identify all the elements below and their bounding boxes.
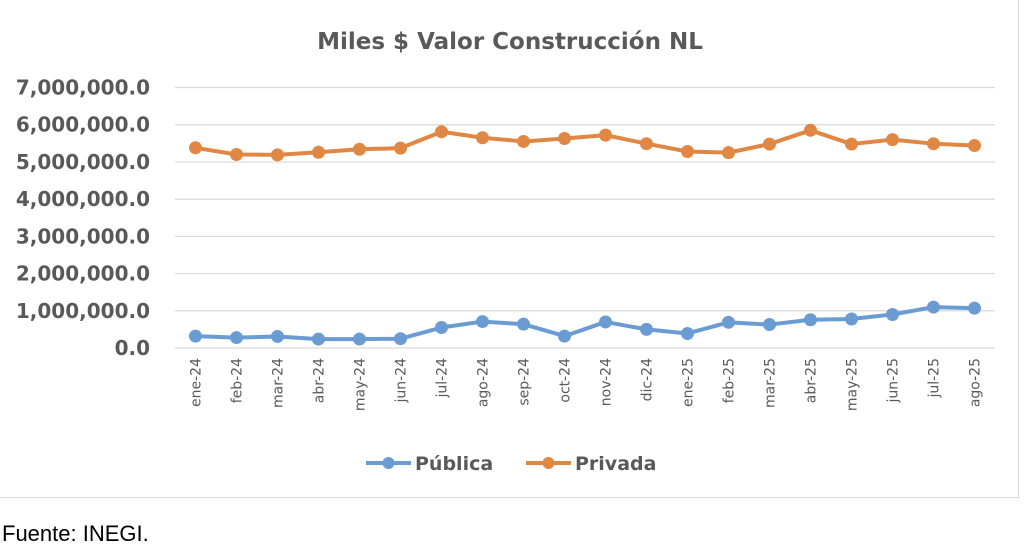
chart-area: Miles $ Valor Construcción NL 0.0 1,000,0… — [0, 0, 1019, 498]
line-chart: Miles $ Valor Construcción NL 0.0 1,000,0… — [16, 29, 995, 475]
data-point-publica[interactable] — [968, 301, 981, 315]
data-point-publica[interactable] — [230, 331, 243, 345]
x-tick-label: jul-25 — [927, 358, 943, 399]
data-point-publica[interactable] — [886, 308, 899, 322]
chart-title: Miles $ Valor Construcción NL — [317, 29, 703, 55]
x-tick-label: ene-25 — [681, 358, 697, 407]
data-point-privada[interactable] — [599, 128, 612, 142]
x-tick-label: ago-24 — [476, 358, 492, 407]
legend-label-privada: Privada — [575, 453, 656, 475]
data-point-publica[interactable] — [353, 332, 366, 346]
data-point-publica[interactable] — [435, 321, 448, 335]
x-tick-label: dic-24 — [640, 358, 656, 401]
data-point-publica[interactable] — [394, 332, 407, 346]
x-tick-label: nov-24 — [599, 358, 615, 406]
y-tick-label: 0.0 — [115, 336, 150, 360]
series-lines — [189, 123, 981, 346]
legend-item-publica[interactable]: Pública — [366, 453, 493, 475]
data-point-privada[interactable] — [353, 142, 366, 156]
data-point-publica[interactable] — [681, 326, 694, 340]
data-point-privada[interactable] — [804, 123, 817, 137]
series-line-privada — [195, 128, 975, 157]
gridlines — [175, 86, 995, 349]
data-point-privada[interactable] — [927, 137, 940, 151]
data-point-privada[interactable] — [763, 137, 776, 151]
legend-item-privada[interactable]: Privada — [526, 453, 656, 475]
data-point-publica[interactable] — [722, 315, 735, 329]
data-point-privada[interactable] — [681, 145, 694, 159]
x-tick-label: feb-24 — [230, 358, 246, 403]
data-point-privada[interactable] — [312, 145, 325, 159]
data-point-privada[interactable] — [845, 137, 858, 151]
data-point-publica[interactable] — [845, 312, 858, 326]
data-point-publica[interactable] — [517, 317, 530, 331]
data-point-privada[interactable] — [968, 139, 981, 153]
data-point-privada[interactable] — [558, 131, 571, 145]
y-tick-label: 6,000,000.0 — [16, 113, 150, 137]
x-tick-label: oct-24 — [558, 358, 574, 403]
x-axis-ticks: ene-24 feb-24 mar-24 abr-24 may-24 jun-24 jul-… — [189, 358, 984, 411]
y-tick-label: 1,000,000.0 — [16, 299, 150, 323]
legend: Pública Privada — [366, 453, 656, 475]
data-point-publica[interactable] — [271, 329, 284, 343]
data-point-privada[interactable] — [394, 141, 407, 155]
data-point-privada[interactable] — [271, 148, 284, 162]
legend-privada-marker-icon — [542, 457, 555, 469]
legend-publica-marker-icon — [382, 457, 395, 469]
x-tick-label: may-25 — [845, 358, 861, 411]
data-point-publica[interactable] — [599, 315, 612, 329]
data-point-publica[interactable] — [927, 300, 940, 314]
x-tick-label: may-24 — [353, 358, 369, 411]
series-line-publica — [195, 305, 975, 342]
data-point-publica[interactable] — [640, 322, 653, 336]
data-point-privada[interactable] — [435, 125, 448, 139]
source-note: Fuente: INEGI. — [2, 521, 149, 546]
y-tick-label: 7,000,000.0 — [16, 76, 150, 100]
data-point-privada[interactable] — [476, 131, 489, 145]
data-point-publica[interactable] — [189, 329, 202, 343]
data-point-privada[interactable] — [722, 146, 735, 160]
legend-label-publica: Pública — [415, 453, 493, 475]
y-tick-label: 2,000,000.0 — [16, 262, 150, 286]
y-axis-ticks: 0.0 1,000,000.0 2,000,000.0 3,000,000.0 4,00… — [16, 76, 150, 361]
data-point-privada[interactable] — [517, 134, 530, 148]
y-tick-label: 5,000,000.0 — [16, 150, 150, 174]
y-tick-label: 4,000,000.0 — [16, 187, 150, 211]
x-tick-label: abr-24 — [312, 358, 328, 403]
series-publica — [189, 300, 981, 346]
data-point-publica[interactable] — [763, 318, 776, 332]
x-tick-label: ago-25 — [968, 358, 984, 407]
x-tick-label: abr-25 — [804, 358, 820, 403]
data-point-publica[interactable] — [312, 332, 325, 346]
x-tick-label: feb-25 — [722, 358, 738, 403]
data-point-privada[interactable] — [886, 133, 899, 147]
x-tick-label: jul-24 — [435, 358, 451, 399]
data-point-publica[interactable] — [476, 315, 489, 329]
x-tick-label: jun-25 — [886, 358, 902, 404]
data-point-privada[interactable] — [230, 147, 243, 161]
data-point-publica[interactable] — [558, 329, 571, 343]
x-tick-label: jun-24 — [394, 358, 410, 404]
data-point-privada[interactable] — [189, 141, 202, 155]
y-tick-label: 3,000,000.0 — [16, 224, 150, 248]
series-privada — [189, 123, 981, 162]
data-point-privada[interactable] — [640, 137, 653, 151]
data-point-publica[interactable] — [804, 313, 817, 327]
x-tick-label: sep-24 — [517, 358, 533, 406]
x-tick-label: mar-25 — [763, 358, 779, 408]
x-tick-label: mar-24 — [271, 358, 287, 408]
x-tick-label: ene-24 — [189, 358, 205, 407]
